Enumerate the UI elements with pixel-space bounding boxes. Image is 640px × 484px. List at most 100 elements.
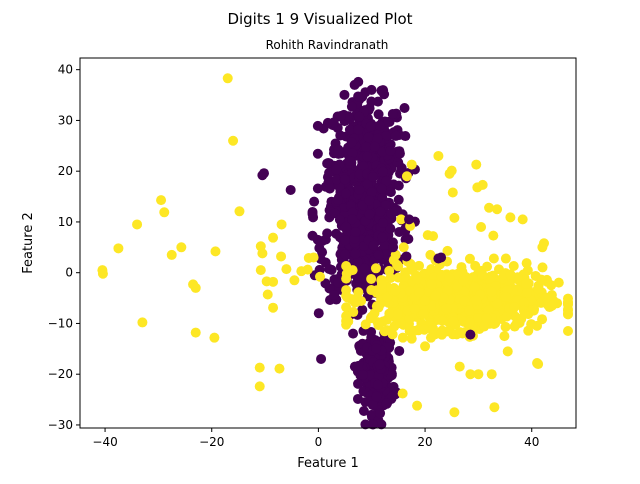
data-point [505,212,516,223]
data-point [437,315,448,326]
data-point [396,214,407,225]
data-point [464,305,475,316]
data-point [409,325,420,336]
data-point [394,345,405,356]
chart-subtitle: Rohith Ravindranath [266,38,389,52]
data-point [477,179,488,190]
data-point [341,315,352,326]
data-point [381,398,392,409]
data-point [438,292,449,303]
y-axis: −30 −20 −10 0 10 20 30 40 [48,63,80,432]
data-point [500,253,511,264]
data-point [276,219,287,230]
y-tick-label: 40 [58,63,73,77]
data-point [473,369,484,380]
data-point [465,329,476,340]
data-point [353,287,364,298]
data-point [354,111,365,122]
data-point [347,214,358,225]
data-point [340,235,351,246]
data-point [395,318,406,329]
y-tick-label: 20 [58,164,73,178]
data-point [352,256,363,267]
data-point [343,111,354,122]
data-point [489,402,500,413]
data-point [369,141,380,152]
data-point [471,295,482,306]
data-point [346,101,357,112]
data-point [352,393,363,404]
data-point [509,302,520,313]
data-point [358,405,369,416]
data-point [444,168,455,179]
data-point [308,212,319,223]
data-point [459,286,470,297]
data-point [449,212,460,223]
data-point [268,232,279,243]
data-point [492,204,503,215]
data-point [428,323,439,334]
data-point [365,121,376,132]
data-point [444,272,455,283]
data-point [375,206,386,217]
data-point [390,130,401,141]
data-point [363,132,374,143]
data-point [315,271,325,282]
data-point [393,180,404,191]
data-point [526,319,537,330]
data-point [354,272,365,283]
data-point [375,298,386,309]
data-point [488,230,499,241]
data-point [505,269,516,280]
data-point [401,171,412,182]
data-point [398,242,409,253]
data-point [190,282,201,293]
data-point [426,279,437,290]
data-point [322,228,333,239]
data-point [340,188,351,199]
data-point [383,116,394,127]
data-point [344,124,355,135]
data-point [377,166,388,177]
data-point [428,231,439,242]
data-point [268,302,279,313]
data-point [393,272,404,283]
y-tick-label: 10 [58,215,73,229]
data-point [274,363,285,374]
data-point [210,246,221,257]
data-point [464,253,475,264]
data-point [414,287,425,298]
data-point [331,164,342,175]
data-point [502,346,513,357]
data-point [519,297,530,308]
data-point [350,226,361,237]
data-point [362,179,373,190]
data-point [368,171,379,182]
y-tick-label: −10 [48,316,73,330]
data-point [392,309,403,320]
data-point [366,273,377,284]
data-point [537,262,548,273]
data-point [373,109,384,120]
data-point [334,214,345,225]
data-point [262,289,273,300]
data-point [378,217,389,228]
data-point [385,223,396,234]
data-point [381,176,392,187]
data-point [385,145,396,156]
data-point [349,361,360,372]
data-point [387,329,398,340]
points-layer [97,73,573,430]
data-point [159,207,170,218]
data-point [366,326,377,337]
data-point [364,195,375,206]
data-point [501,311,512,322]
data-point [472,313,483,324]
data-point [370,263,381,274]
data-point [257,248,268,259]
data-point [259,168,269,179]
data-point [486,286,497,297]
data-point [312,148,323,159]
data-point [309,196,320,207]
